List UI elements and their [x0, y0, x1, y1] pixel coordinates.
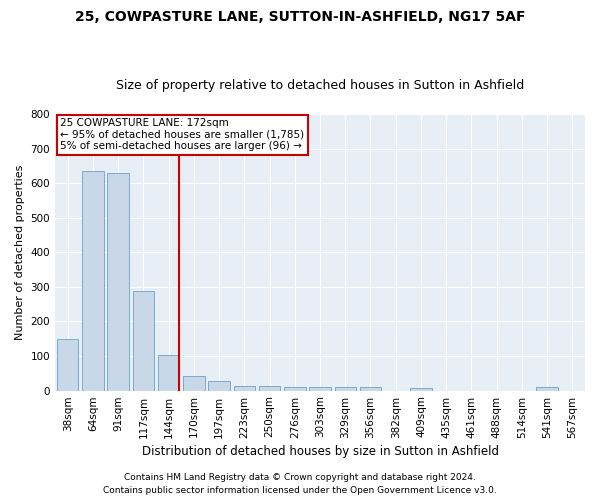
Bar: [158, 355, 179, 390]
Bar: [259, 386, 280, 390]
Bar: [360, 387, 381, 390]
Bar: [107, 174, 129, 390]
Text: 25, COWPASTURE LANE, SUTTON-IN-ASHFIELD, NG17 5AF: 25, COWPASTURE LANE, SUTTON-IN-ASHFIELD,…: [75, 10, 525, 24]
Bar: [133, 291, 154, 390]
Bar: [335, 387, 356, 390]
Title: Size of property relative to detached houses in Sutton in Ashfield: Size of property relative to detached ho…: [116, 79, 524, 92]
Y-axis label: Number of detached properties: Number of detached properties: [15, 164, 25, 340]
Bar: [284, 387, 305, 390]
Bar: [208, 380, 230, 390]
Bar: [183, 376, 205, 390]
Bar: [233, 386, 255, 390]
Bar: [309, 387, 331, 390]
Bar: [536, 387, 558, 390]
Text: Contains HM Land Registry data © Crown copyright and database right 2024.
Contai: Contains HM Land Registry data © Crown c…: [103, 474, 497, 495]
X-axis label: Distribution of detached houses by size in Sutton in Ashfield: Distribution of detached houses by size …: [142, 444, 499, 458]
Bar: [82, 171, 104, 390]
Bar: [410, 388, 431, 390]
Bar: [57, 338, 79, 390]
Text: 25 COWPASTURE LANE: 172sqm
← 95% of detached houses are smaller (1,785)
5% of se: 25 COWPASTURE LANE: 172sqm ← 95% of deta…: [61, 118, 304, 152]
